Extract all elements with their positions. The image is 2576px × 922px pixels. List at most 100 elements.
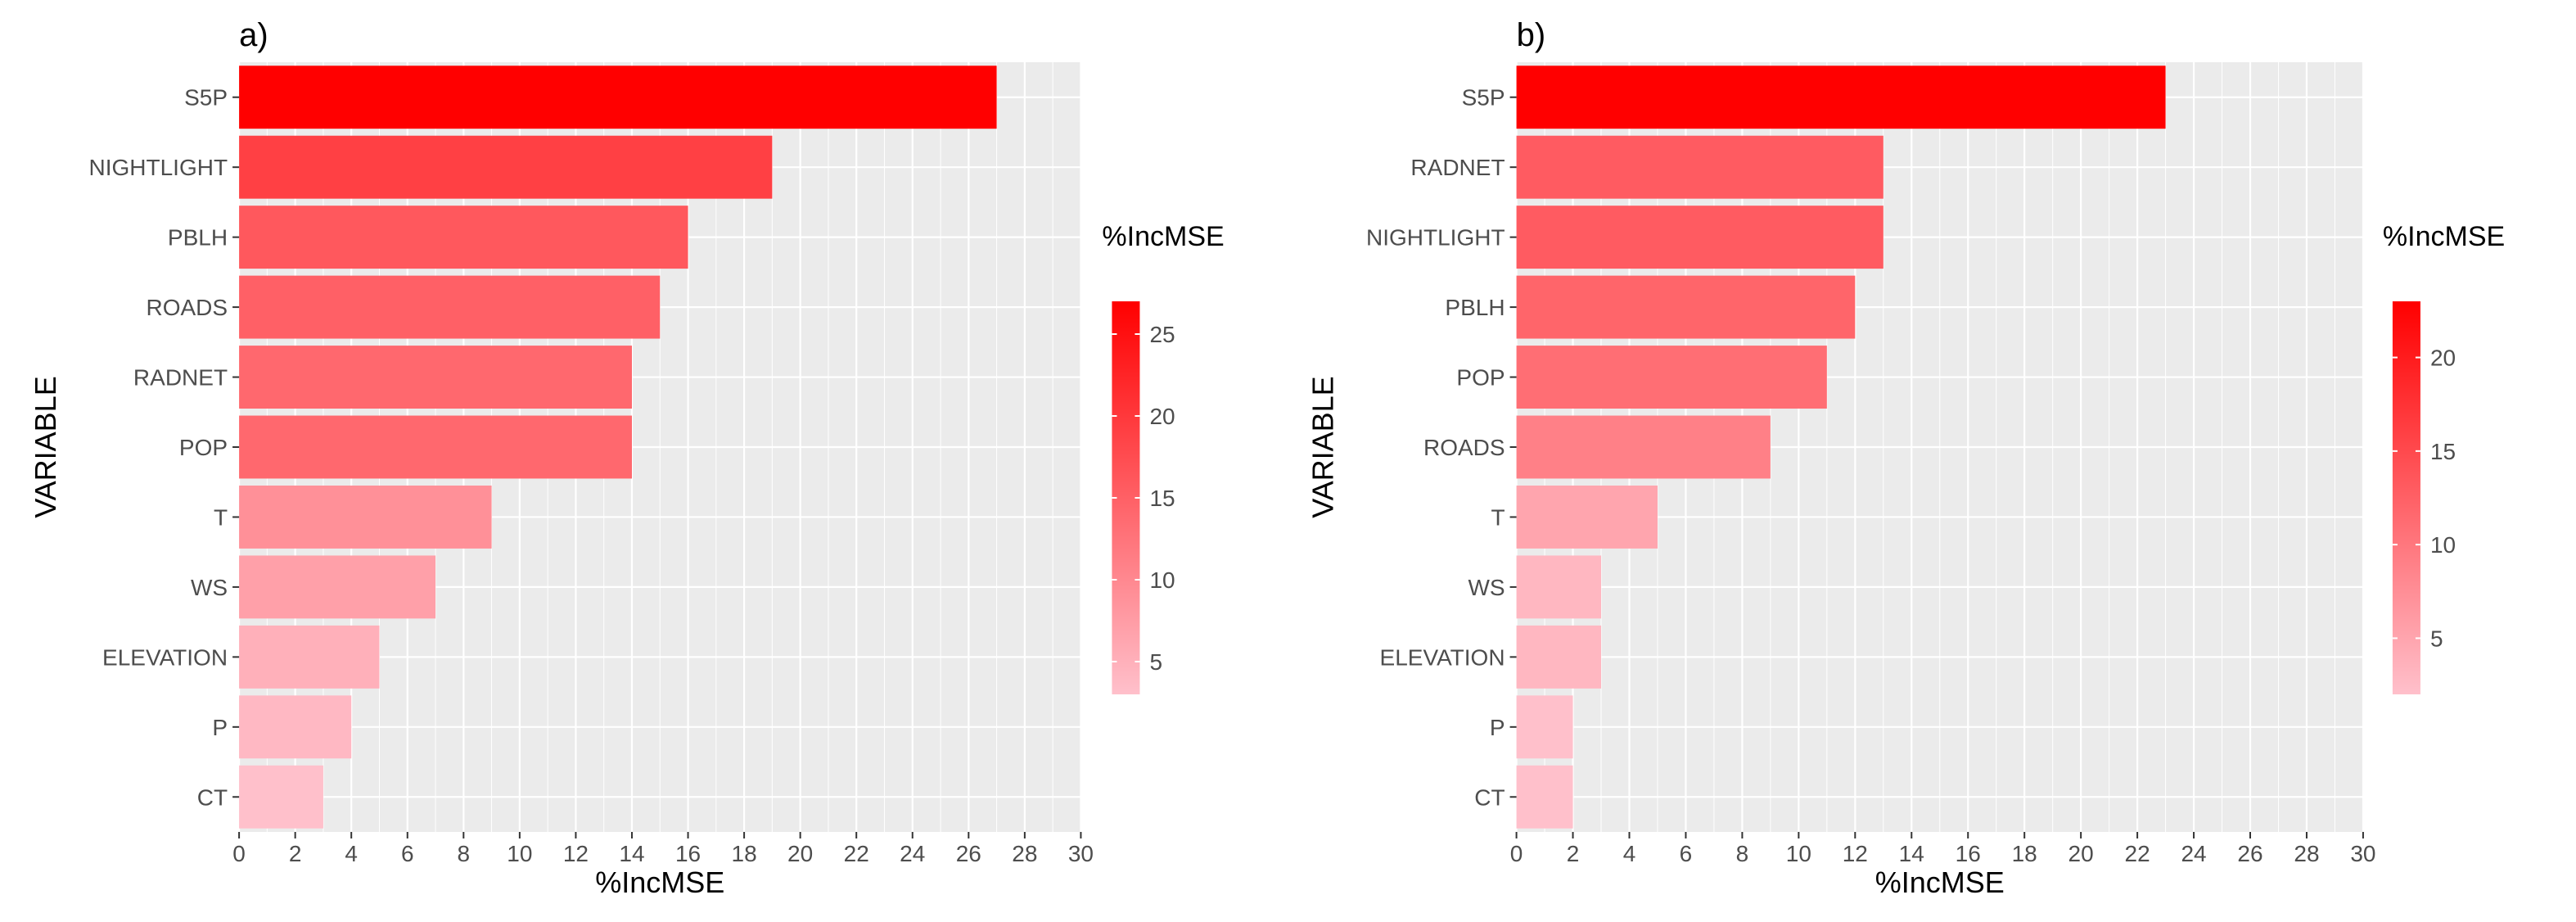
legend-title: %IncMSE xyxy=(1102,221,1224,252)
legend-tick-label: 10 xyxy=(1149,567,1175,593)
x-tick-label: 0 xyxy=(1510,841,1523,866)
y-tick-label: P xyxy=(1490,715,1505,740)
x-tick-label: 8 xyxy=(1736,841,1749,866)
bar-pop xyxy=(1516,346,1827,409)
x-tick-label: 18 xyxy=(2012,841,2037,866)
y-tick-label: P xyxy=(212,715,228,740)
y-tick-label: S5P xyxy=(1462,85,1505,111)
panel-label: b) xyxy=(1517,17,1546,53)
y-tick-label: CT xyxy=(197,784,228,810)
x-tick-label: 16 xyxy=(1956,841,1981,866)
x-tick-label: 20 xyxy=(2068,841,2094,866)
bar-p xyxy=(239,695,352,759)
legend-tick-label: 5 xyxy=(2430,626,2443,651)
bar-ws xyxy=(239,555,436,619)
y-tick-label: NIGHTLIGHT xyxy=(1366,225,1505,251)
y-tick-label: S5P xyxy=(184,85,228,111)
panel-label: a) xyxy=(239,17,268,53)
legend: %IncMSE 5 10 15 20 25 xyxy=(1102,221,1225,694)
x-tick-label: 0 xyxy=(232,841,246,866)
x-tick-label: 8 xyxy=(458,841,471,866)
x-axis-title: %IncMSE xyxy=(1875,866,2005,899)
y-tick-label: WS xyxy=(1468,575,1505,600)
legend-tick-label: 15 xyxy=(2430,439,2456,464)
x-tick-label: 10 xyxy=(507,841,532,866)
y-tick-label: POP xyxy=(1456,365,1505,391)
bar-radnet xyxy=(239,346,632,409)
bar-p xyxy=(1516,695,1573,759)
legend-tick-label: 20 xyxy=(2430,346,2456,371)
x-tick-label: 6 xyxy=(401,841,414,866)
y-tick-label: WS xyxy=(191,575,228,600)
legend-tick-label: 15 xyxy=(1149,486,1175,511)
bar-s5p xyxy=(239,66,997,129)
x-tick-label: 24 xyxy=(900,841,925,866)
y-tick-label: POP xyxy=(179,435,228,460)
x-tick-label: 4 xyxy=(1623,841,1636,866)
x-tick-label: 28 xyxy=(2294,841,2319,866)
x-tick-label: 26 xyxy=(2237,841,2262,866)
legend: %IncMSE 5 10 15 20 xyxy=(2383,221,2505,694)
bar-nightlight xyxy=(1516,206,1884,269)
bar-pblh xyxy=(239,206,688,269)
y-axis-title: VARIABLE xyxy=(29,376,62,517)
x-tick-label: 4 xyxy=(345,841,358,866)
legend-colorbar xyxy=(2392,301,2420,694)
x-tick-label: 10 xyxy=(1786,841,1811,866)
x-tick-label: 12 xyxy=(563,841,589,866)
x-tick-label: 22 xyxy=(844,841,869,866)
y-tick-label: T xyxy=(1491,504,1505,530)
y-tick-label: PBLH xyxy=(168,225,228,251)
bar-elevation xyxy=(239,625,380,689)
legend-tick-label: 25 xyxy=(1149,322,1175,347)
x-tick-label: 6 xyxy=(1680,841,1693,866)
bar-nightlight xyxy=(239,135,773,199)
legend-tick-label: 20 xyxy=(1149,404,1175,429)
y-tick-label: T xyxy=(214,504,228,530)
y-tick-label: CT xyxy=(1474,784,1505,810)
chart-panel-b: S5P RADNET NIGHTLIGHT PBLH POP ROADS T WS ELEVAT… xyxy=(1306,17,2506,899)
y-tick-label: RADNET xyxy=(1410,155,1505,180)
bar-pblh xyxy=(1516,275,1856,339)
y-tick-label: NIGHTLIGHT xyxy=(88,155,228,180)
x-tick-label: 28 xyxy=(1012,841,1037,866)
x-tick-label: 20 xyxy=(787,841,813,866)
x-tick-label: 22 xyxy=(2125,841,2150,866)
bar-s5p xyxy=(1516,66,2166,129)
legend-tick-label: 5 xyxy=(1149,649,1162,675)
chart-panel-a: S5P NIGHTLIGHT PBLH ROADS RADNET POP T WS ELEVAT… xyxy=(29,17,1225,899)
y-tick-label: ELEVATION xyxy=(102,644,228,670)
bar-ws xyxy=(1516,555,1602,619)
y-tick-label: ROADS xyxy=(1423,435,1505,460)
y-tick-label: RADNET xyxy=(133,365,228,391)
x-axis-title: %IncMSE xyxy=(595,866,724,899)
y-axis-title: VARIABLE xyxy=(1306,376,1340,517)
y-tick-label: ELEVATION xyxy=(1380,644,1505,670)
bar-t xyxy=(239,486,492,549)
x-tick-label: 18 xyxy=(732,841,757,866)
x-tick-label: 14 xyxy=(619,841,644,866)
x-tick-label: 2 xyxy=(1567,841,1580,866)
x-tick-label: 30 xyxy=(2350,841,2375,866)
bar-ct xyxy=(239,765,323,829)
bar-radnet xyxy=(1516,135,1884,199)
bar-ct xyxy=(1516,765,1573,829)
bar-pop xyxy=(239,415,632,479)
y-tick-label: PBLH xyxy=(1445,295,1505,320)
y-tick-label: ROADS xyxy=(146,295,228,320)
chart-root: S5P NIGHTLIGHT PBLH ROADS RADNET POP T WS ELEVAT… xyxy=(29,17,2505,899)
bar-elevation xyxy=(1516,625,1602,689)
x-tick-label: 26 xyxy=(956,841,981,866)
x-tick-label: 2 xyxy=(289,841,302,866)
x-tick-label: 16 xyxy=(675,841,701,866)
x-tick-label: 30 xyxy=(1068,841,1094,866)
bar-t xyxy=(1516,486,1658,549)
bar-roads xyxy=(239,275,661,339)
x-tick-label: 12 xyxy=(1843,841,1868,866)
x-tick-label: 14 xyxy=(1899,841,1924,866)
x-tick-label: 24 xyxy=(2181,841,2206,866)
bar-roads xyxy=(1516,415,1771,479)
legend-title: %IncMSE xyxy=(2383,221,2505,252)
legend-tick-label: 10 xyxy=(2430,532,2456,558)
